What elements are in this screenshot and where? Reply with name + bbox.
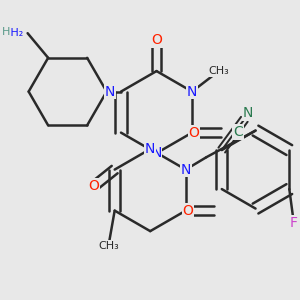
Text: N: N [242,106,253,120]
Text: CH₃: CH₃ [98,241,119,250]
Text: O: O [151,33,162,47]
Text: O: O [182,204,193,218]
Text: N: N [145,142,155,156]
Text: N: N [151,146,162,160]
Text: O: O [189,126,200,140]
Text: C: C [233,125,243,139]
Text: H: H [2,27,10,37]
Text: F: F [290,216,297,230]
Text: NH₂: NH₂ [3,28,25,38]
Text: O: O [89,179,100,193]
Text: N: N [187,85,197,99]
Text: N: N [105,85,115,99]
Text: N: N [181,163,191,177]
Text: CH₃: CH₃ [208,66,229,76]
